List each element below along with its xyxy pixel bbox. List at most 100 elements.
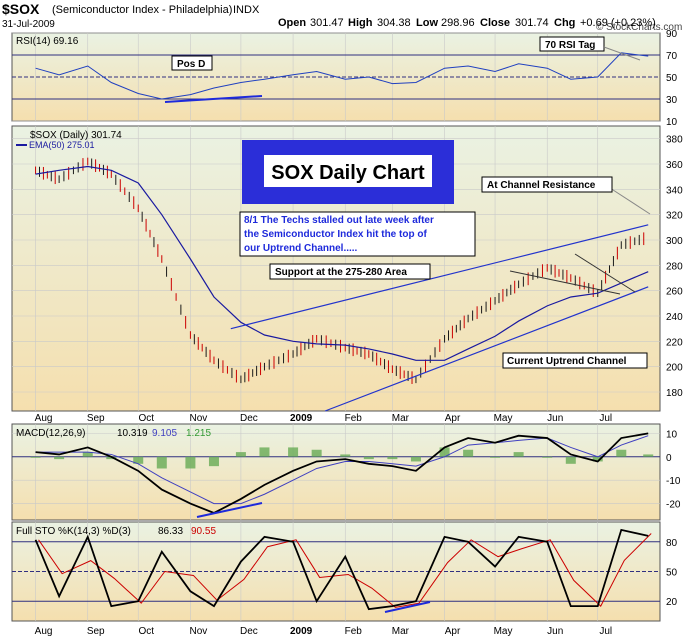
axis-tick-label: 0 [666,453,672,464]
macd-histogram-bar [439,447,450,457]
macd-histogram-bar [542,456,553,458]
note-line-3: our Uptrend Channel..... [244,243,358,254]
macd-histogram-bar [565,456,576,464]
ohlc-close-label: Close [480,17,510,29]
month-label: Sep [87,413,105,424]
axis-tick-label: 20 [666,597,678,608]
month-label: May [494,626,513,637]
macd-panel: MACD(12,26,9) 10.319 9.105 1.215 10 0 -10 -… [11,423,681,521]
ohlc-low-value: 298.96 [441,17,475,29]
symbol-title: $SOX [2,1,40,17]
macd-histogram-bar [30,456,41,458]
macd-histogram-bar [643,454,654,457]
macd-histogram-bar [490,456,501,458]
sto-panel: Full STO %K(14,3) %D(3) 86.33 90.55 80 50… [11,521,678,622]
axis-tick-label: 30 [666,95,678,106]
month-label: Mar [392,413,410,424]
axis-tick-label: 80 [666,538,678,549]
note-line-2: the Semiconductor Index hit the top of [244,229,427,240]
axis-tick-label: 380 [666,135,683,146]
macd-histogram-bar [311,449,322,457]
watermark: © StockCharts.com [596,22,682,33]
month-label: Nov [190,626,208,637]
ohlc-open-value: 301.47 [310,17,344,29]
price-panel: $SOX (Daily) 301.74 EMA(50) 275.01 SOX D… [11,125,683,412]
ohlc-chg-value: +0.69 (+0.23%) [580,17,656,29]
axis-tick-label: 50 [666,568,678,579]
month-label: Oct [138,413,154,424]
macd-histogram-bar [133,456,144,464]
ohlc-open-label: Open [278,17,306,29]
exchange-label: INDX [233,4,260,16]
ohlc-high-value: 304.38 [377,17,411,29]
month-label: Jun [547,413,563,424]
macd-histogram-bar [54,456,65,460]
sto-k-line [34,528,649,611]
macd-histogram-bar [340,454,351,457]
month-label: Aug [35,413,53,424]
macd-histogram-bar [616,449,627,457]
month-label: Feb [345,413,363,424]
triangle-line-bottom [509,270,621,295]
month-label: Apr [445,626,461,637]
triangle-line-top [574,253,636,293]
macd-histogram-bar [208,456,219,467]
macd-histogram-bar [235,452,246,457]
sto-divergence-line [384,601,431,613]
macd-label-name: MACD(12,26,9) [16,428,85,439]
month-label: Dec [240,626,258,637]
month-label: Feb [345,626,363,637]
rsi-70-tag-annotation: 70 RSI Tag [545,40,595,51]
month-label: Dec [240,413,258,424]
macd-hist-value: 1.215 [186,428,211,439]
axis-tick-label: 360 [666,160,683,171]
axis-tick-label: 240 [666,312,683,323]
axis-tick-label: 10 [666,429,678,440]
symbol-description: (Semiconductor Index - Philadelphia) [52,4,232,16]
ema-label: EMA(50) 275.01 [29,140,95,150]
macd-histogram-bar [156,456,167,469]
month-label: 2009 [290,626,313,637]
macd-histogram-bar [185,456,196,469]
ohlc-chg-label: Chg [554,17,575,29]
macd-histogram-bar [463,449,474,457]
price-label: $SOX (Daily) 301.74 [30,130,122,141]
rsi-panel: RSI(14) 69.16 Pos D 70 RSI Tag 90 70 50 30 1… [11,29,678,128]
month-label: 2009 [290,413,313,424]
axis-tick-label: 220 [666,337,683,348]
macd-histogram-bar [363,456,374,460]
macd-histogram-bar [410,456,421,462]
chart-title: SOX Daily Chart [271,162,425,184]
pos-d-annotation: Pos D [177,59,205,70]
ohlc-high-label: High [348,17,373,29]
axis-tick-label: 320 [666,211,683,222]
axis-tick-label: 260 [666,287,683,298]
axis-tick-label: -20 [666,500,681,511]
macd-histogram-bar [592,456,603,462]
rsi-line [35,52,649,100]
macd-signal-value: 9.105 [152,428,177,439]
month-label: Oct [138,626,154,637]
month-label: Aug [35,626,53,637]
axis-tick-label: -10 [666,476,681,487]
month-label: Apr [445,413,461,424]
month-label: Nov [190,413,208,424]
macd-histogram-bar [82,452,93,457]
macd-histogram-bar [259,447,270,457]
month-label: Jun [547,626,563,637]
macd-histogram-bar [288,447,299,457]
month-label: Jul [599,413,612,424]
ohlc-close-value: 301.74 [515,17,549,29]
macd-value: 10.319 [117,428,148,439]
sto-label-name: Full STO %K(14,3) %D(3) [16,526,131,537]
support-annotation: Support at the 275-280 Area [275,267,407,278]
macd-divergence-line [196,502,263,518]
macd-histogram-bar [387,456,398,460]
sto-d-value: 90.55 [191,526,216,537]
channel-upper-line [230,224,649,330]
axis-tick-label: 280 [666,261,683,272]
channel-lower-line [324,286,649,412]
channel-annotation: Current Uptrend Channel [507,356,627,367]
axis-tick-label: 300 [666,236,683,247]
